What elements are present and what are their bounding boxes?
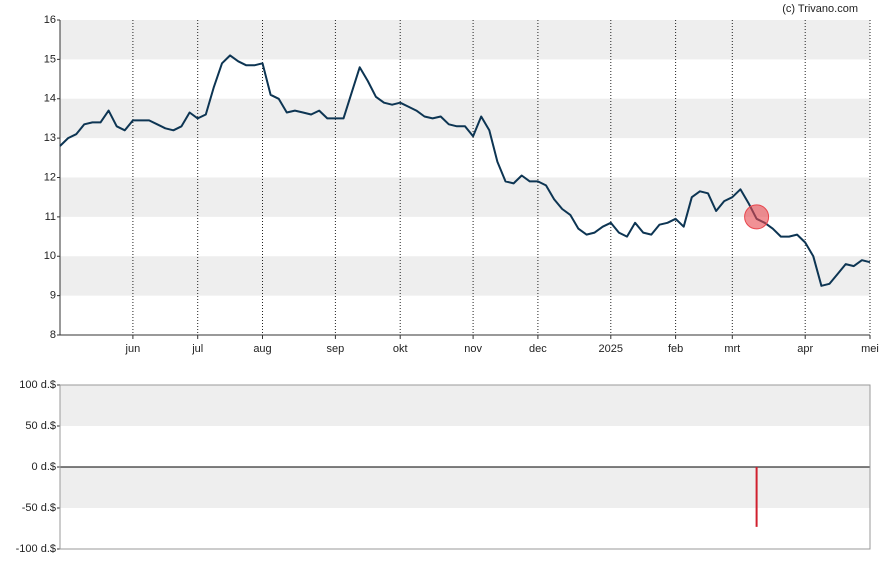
- x-tick-label: sep: [327, 343, 345, 355]
- x-tick-label: mei: [861, 343, 879, 355]
- band: [60, 20, 870, 60]
- x-tick-label: jul: [191, 343, 203, 355]
- band: [60, 98, 870, 139]
- y-tick-label: -50 d.$: [22, 502, 56, 514]
- trade-marker: [744, 204, 770, 230]
- x-tick-label: apr: [797, 343, 813, 355]
- x-tick-label: okt: [393, 343, 408, 355]
- y-tick-label: 10: [44, 250, 56, 262]
- bar: [755, 467, 758, 527]
- y-tick-label: 0 d.$: [32, 461, 56, 473]
- y-tick-label: 15: [44, 53, 56, 65]
- x-tick-label: jun: [125, 343, 141, 355]
- plot-frame: [59, 20, 870, 336]
- y-tick-label: 100 d.$: [19, 379, 56, 391]
- y-tick-label: 50 d.$: [25, 420, 56, 432]
- x-tick-label: nov: [464, 343, 482, 355]
- x-tick-label: mrt: [724, 343, 740, 355]
- credit: (c) Trivano.com: [782, 3, 858, 15]
- x-tick-label: aug: [253, 343, 271, 355]
- y-tick-label: 11: [45, 211, 56, 223]
- y-tick-label: 14: [44, 93, 56, 105]
- plot-frame: [59, 384, 871, 550]
- x-tick-label: dec: [529, 343, 547, 355]
- y-tick-label: 12: [44, 171, 56, 183]
- y-tick-label: 13: [44, 132, 56, 144]
- y-tick-label: -100 d.$: [16, 543, 56, 555]
- band: [60, 385, 870, 426]
- band: [60, 256, 870, 296]
- y-tick-label: 9: [50, 290, 56, 302]
- y-tick-label: 16: [44, 14, 56, 26]
- band: [60, 467, 870, 508]
- x-tick-label: 2025: [599, 343, 623, 355]
- price-line: [59, 54, 871, 287]
- x-tick-label: feb: [668, 343, 683, 355]
- band: [60, 177, 870, 217]
- y-tick-label: 8: [50, 329, 56, 341]
